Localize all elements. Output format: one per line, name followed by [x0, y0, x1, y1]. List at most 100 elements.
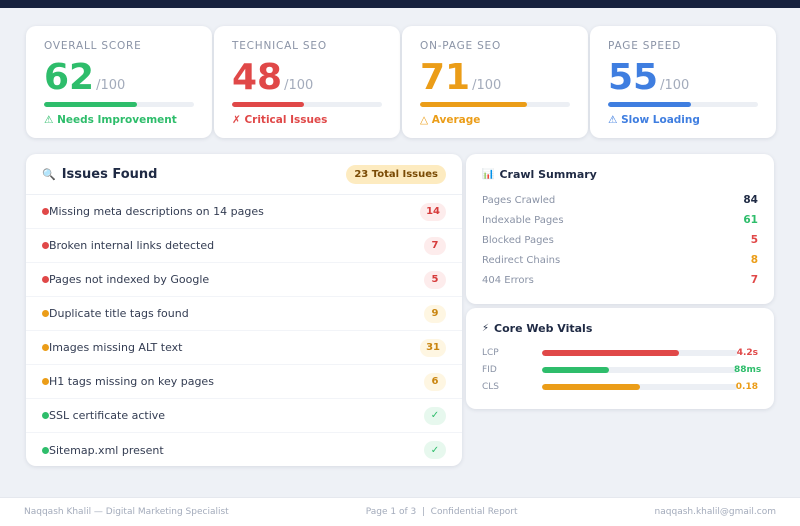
- issue-count-badge: ✓: [424, 441, 446, 459]
- score-title: TECHNICAL SEO: [232, 40, 327, 52]
- issue-row[interactable]: Pages not indexed by Google 5: [26, 263, 462, 297]
- score-card: OVERALL SCORE 62/100 ⚠ Needs Improvement: [26, 26, 212, 138]
- issue-count-badge: ✓: [424, 406, 446, 425]
- score-progress-fill: [420, 102, 527, 107]
- crawl-row: Pages Crawled 84: [482, 190, 758, 210]
- score-value: 71: [420, 57, 471, 98]
- issue-row[interactable]: Sitemap.xml present ✓: [26, 433, 462, 467]
- issue-text: SSL certificate active: [49, 409, 166, 422]
- score-card: ON-PAGE SEO 71/100 △ Average: [402, 26, 588, 138]
- vital-value: 0.18: [735, 381, 758, 392]
- score-progress-fill: [232, 102, 304, 107]
- score-card: TECHNICAL SEO 48/100 ✗ Critical Issues: [214, 26, 400, 138]
- issue-row[interactable]: SSL certificate active ✓: [26, 399, 462, 433]
- crawl-list: Pages Crawled 84 Indexable Pages 61 Blocked …: [482, 190, 758, 290]
- vital-progress-fill: [542, 366, 609, 373]
- score-title: PAGE SPEED: [608, 40, 682, 52]
- score-status: ⚠ Slow Loading: [608, 114, 700, 126]
- score-max: /100: [660, 78, 690, 93]
- vital-value: 88ms: [734, 364, 762, 375]
- issue-text: Duplicate title tags found: [49, 307, 189, 320]
- issue-row[interactable]: Missing meta descriptions on 14 pages 14: [26, 195, 462, 229]
- severity-dot-icon: [42, 446, 49, 454]
- crawl-value: 84: [743, 194, 758, 206]
- issue-row[interactable]: Broken internal links detected 7: [26, 229, 462, 263]
- crawl-value: 61: [743, 214, 758, 226]
- score-status: ⚠ Needs Improvement: [44, 114, 177, 126]
- issue-row[interactable]: H1 tags missing on key pages 6: [26, 365, 462, 399]
- issues-title: Issues Found: [61, 166, 158, 182]
- vital-label: FID: [482, 364, 497, 375]
- issue-count-badge: 9: [424, 304, 446, 323]
- crawl-label: Redirect Chains: [482, 254, 561, 266]
- score-value: 55: [608, 57, 659, 98]
- issue-count-badge: 5: [424, 270, 446, 289]
- footer-author: Naqqash Khalil — Digital Marketing Speci…: [24, 507, 229, 517]
- crawl-value: 7: [750, 274, 758, 286]
- vital-progress-track: [542, 383, 738, 390]
- issue-text: Sitemap.xml present: [49, 443, 164, 457]
- issue-count-badge: 6: [424, 372, 446, 391]
- issue-text: Pages not indexed by Google: [49, 273, 210, 286]
- score-max: /100: [284, 78, 314, 93]
- issue-text: Images missing ALT text: [49, 341, 183, 354]
- crawl-label: 404 Errors: [482, 274, 534, 286]
- issue-row[interactable]: Duplicate title tags found 9: [26, 297, 462, 331]
- score-max: /100: [96, 78, 126, 93]
- issue-count-badge: 7: [424, 236, 446, 255]
- score-title: OVERALL SCORE: [44, 40, 142, 52]
- crawl-row: Indexable Pages 61: [482, 210, 758, 230]
- issue-count-badge: 31: [420, 338, 446, 357]
- severity-dot-icon: [42, 208, 49, 215]
- severity-dot-icon: [42, 242, 49, 249]
- core-web-vitals-title: Core Web Vitals: [494, 322, 593, 335]
- issues-found-panel: 🔍 Issues Found 23 Total Issues Missing m…: [26, 154, 462, 466]
- score-progress-fill: [608, 102, 691, 107]
- footer-email[interactable]: naqqash.khalil@gmail.com: [654, 507, 776, 517]
- total-issues-badge: 23 Total Issues: [346, 164, 446, 184]
- score-progress-track: [608, 102, 758, 107]
- severity-dot-icon: [42, 344, 49, 351]
- crawl-value: 8: [750, 254, 758, 266]
- score-value: 62: [44, 57, 95, 98]
- issue-count-badge: 14: [420, 202, 446, 221]
- issue-text: Broken internal links detected: [49, 239, 215, 252]
- bar-chart-icon: 📊: [482, 169, 495, 180]
- vital-progress-track: [542, 366, 738, 373]
- score-progress-track: [44, 102, 194, 107]
- score-progress-track: [420, 102, 570, 107]
- magnifier-icon: 🔍: [42, 167, 56, 181]
- crawl-summary-panel: 📊 Crawl Summary Pages Crawled 84 Indexable…: [466, 154, 774, 304]
- score-status: ✗ Critical Issues: [232, 114, 328, 126]
- vital-label: CLS: [482, 381, 500, 392]
- footer-page-info: Page 1 of 3 | Confidential Report: [365, 507, 518, 517]
- score-status: △ Average: [420, 114, 481, 126]
- vital-label: LCP: [482, 347, 499, 358]
- vital-progress-fill: [542, 383, 640, 390]
- core-web-vitals-panel: ⚡ Core Web Vitals LCP 4.2s FID 88ms CLS 0.18: [466, 308, 774, 409]
- crawl-value: 5: [750, 234, 758, 246]
- vital-row: CLS 0.18: [482, 378, 758, 395]
- crawl-row: Blocked Pages 5: [482, 230, 758, 250]
- vital-row: LCP 4.2s: [482, 344, 758, 361]
- severity-dot-icon: [42, 310, 49, 317]
- severity-dot-icon: [42, 276, 49, 283]
- issue-row[interactable]: Images missing ALT text 31: [26, 331, 462, 365]
- score-progress-track: [232, 102, 382, 107]
- score-progress-fill: [44, 102, 137, 107]
- issues-header: 🔍 Issues Found 23 Total Issues: [26, 154, 462, 195]
- vital-row: FID 88ms: [482, 361, 762, 378]
- score-title: ON-PAGE SEO: [420, 40, 502, 52]
- crawl-row: Redirect Chains 8: [482, 250, 758, 270]
- severity-dot-icon: [42, 378, 49, 385]
- crawl-label: Blocked Pages: [482, 234, 554, 246]
- vital-value: 4.2s: [736, 347, 758, 358]
- vital-progress-track: [542, 349, 738, 356]
- score-card: PAGE SPEED 55/100 ⚠ Slow Loading: [590, 26, 776, 138]
- issue-text: Missing meta descriptions on 14 pages: [49, 205, 264, 218]
- issues-list: Missing meta descriptions on 14 pages 14 B…: [26, 195, 462, 467]
- top-bar: [0, 0, 800, 8]
- score-value: 48: [232, 57, 283, 98]
- lightning-icon: ⚡: [482, 323, 490, 334]
- vitals-list: LCP 4.2s FID 88ms CLS 0.18: [482, 344, 762, 395]
